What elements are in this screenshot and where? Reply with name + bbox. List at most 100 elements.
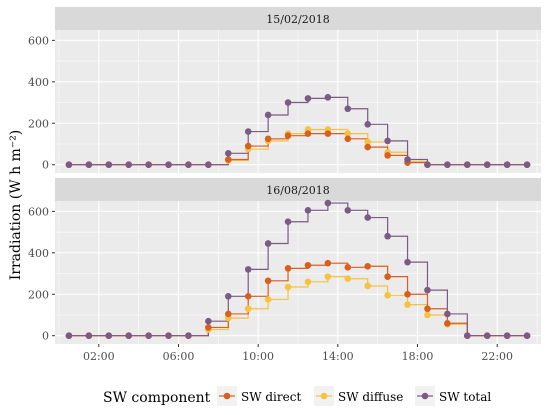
panel-strip: [55, 178, 541, 201]
data-point-sw-total: [523, 161, 531, 169]
data-point-sw-direct: [264, 135, 272, 143]
data-point-sw-total: [404, 258, 411, 266]
y-tick-label: 400: [28, 247, 49, 260]
data-point-sw-total: [205, 161, 212, 169]
legend-key-point: [223, 392, 231, 400]
data-point-sw-total: [244, 128, 252, 135]
data-point-sw-total: [424, 286, 431, 294]
data-point-sw-diffuse: [244, 305, 252, 313]
data-point-sw-total: [304, 207, 312, 214]
data-point-sw-diffuse: [424, 311, 431, 319]
data-point-sw-total: [224, 293, 232, 300]
data-point-sw-diffuse: [304, 278, 312, 286]
panel-1: 15/02/2018 0 200 400 600: [28, 7, 541, 173]
data-point-sw-total: [483, 332, 491, 340]
data-point-sw-direct: [444, 319, 451, 327]
data-point-sw-total: [185, 161, 192, 169]
data-point-sw-total: [483, 161, 491, 169]
data-point-sw-diffuse: [384, 291, 391, 299]
data-point-sw-total: [324, 199, 332, 207]
data-point-sw-direct: [384, 273, 391, 280]
x-tick-label: 10:00: [242, 350, 274, 363]
data-point-sw-total: [65, 161, 73, 169]
data-point-sw-diffuse: [284, 283, 292, 291]
data-point-sw-total: [364, 120, 372, 128]
data-point-sw-diffuse: [404, 301, 411, 308]
data-point-sw-total: [523, 332, 531, 340]
y-tick-label: 400: [28, 76, 49, 89]
data-point-sw-direct: [424, 305, 431, 313]
data-point-sw-total: [464, 332, 471, 340]
data-point-sw-total: [244, 266, 252, 273]
y-tick-label: 200: [28, 117, 49, 130]
data-point-sw-total: [105, 161, 113, 169]
data-point-sw-direct: [364, 143, 372, 151]
x-tick-label: 22:00: [481, 350, 513, 363]
data-point-sw-diffuse: [344, 130, 352, 137]
data-point-sw-direct: [224, 156, 232, 163]
data-point-sw-total: [424, 161, 431, 169]
data-point-sw-total: [125, 332, 132, 340]
data-point-sw-direct: [205, 324, 212, 331]
data-point-sw-total: [464, 161, 471, 169]
data-point-sw-total: [125, 161, 132, 169]
data-point-sw-direct: [244, 293, 252, 300]
data-point-sw-total: [85, 332, 93, 340]
panel-2: 16/08/2018 0 200 400 600 02:00 06:00 10:00 14:00…: [28, 178, 541, 363]
x-tick-label: 06:00: [163, 350, 195, 363]
y-tick-label: 0: [42, 330, 49, 343]
data-point-sw-total: [224, 150, 232, 157]
panel-strip-label: 16/08/2018: [266, 184, 329, 197]
data-point-sw-total: [205, 317, 212, 325]
data-point-sw-total: [304, 95, 312, 102]
panel-strip: [55, 7, 541, 30]
data-point-sw-direct: [324, 130, 332, 137]
data-point-sw-total: [65, 332, 73, 340]
data-point-sw-direct: [304, 130, 312, 137]
data-point-sw-total: [344, 207, 352, 214]
data-point-sw-total: [145, 161, 152, 169]
data-point-sw-total: [165, 161, 172, 169]
data-point-sw-direct: [344, 264, 352, 271]
data-point-sw-direct: [264, 277, 272, 285]
y-tick-label: 200: [28, 288, 49, 301]
y-axis-title: Irradiation (W h m⁻²): [8, 130, 24, 281]
data-point-sw-total: [284, 99, 292, 106]
x-tick-label: 02:00: [83, 350, 115, 363]
data-point-sw-direct: [344, 135, 352, 143]
data-point-sw-total: [145, 332, 152, 340]
data-point-sw-total: [284, 218, 292, 226]
data-point-sw-diffuse: [344, 275, 352, 283]
legend-title: SW component: [103, 390, 211, 406]
data-point-sw-total: [324, 94, 332, 101]
data-point-sw-total: [503, 161, 511, 169]
data-point-sw-total: [384, 232, 391, 240]
legend: SW component SW direct SW diffuse SW total: [103, 386, 491, 406]
data-point-sw-diffuse: [264, 296, 272, 303]
data-point-sw-diffuse: [364, 282, 372, 290]
data-point-sw-direct: [284, 132, 292, 139]
x-tick-label: 14:00: [322, 350, 354, 363]
legend-key-point: [421, 392, 429, 400]
data-point-sw-direct: [324, 259, 332, 267]
y-tick-label: 600: [28, 205, 49, 218]
data-point-sw-total: [165, 332, 172, 340]
data-point-sw-direct: [244, 142, 252, 150]
panel-strip-label: 15/02/2018: [266, 13, 329, 26]
legend-label: SW total: [439, 390, 491, 404]
data-point-sw-total: [364, 214, 372, 221]
data-point-sw-direct: [284, 265, 292, 272]
legend-label: SW direct: [241, 390, 301, 404]
data-point-sw-direct: [364, 262, 372, 270]
legend-key-point: [320, 392, 328, 400]
y-tick-label: 0: [42, 159, 49, 172]
data-point-sw-diffuse: [364, 138, 372, 146]
series-line-sw-total: [68, 202, 528, 337]
data-point-sw-total: [384, 137, 391, 145]
data-point-sw-direct: [404, 290, 411, 298]
x-tick-label: 18:00: [402, 350, 434, 363]
data-point-sw-total: [185, 332, 192, 340]
data-point-sw-total: [404, 156, 411, 163]
data-point-sw-direct: [384, 152, 391, 159]
